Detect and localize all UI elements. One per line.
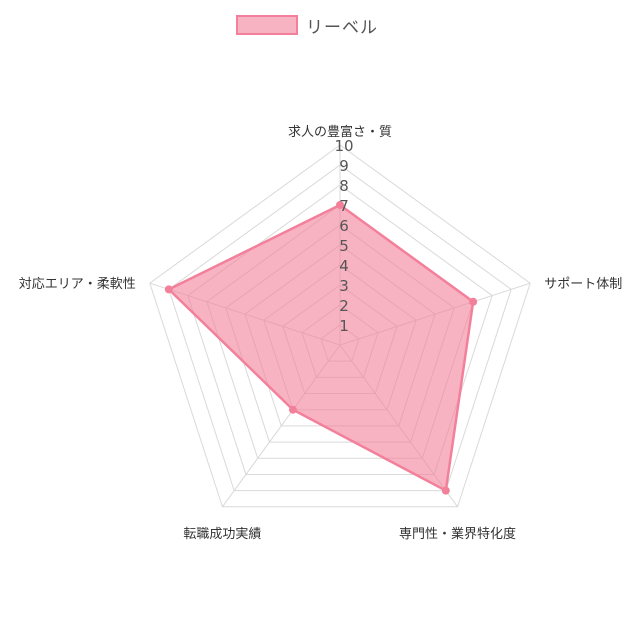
data-point-3 <box>441 486 450 495</box>
tick-label-4: 4 <box>339 257 349 275</box>
category-label-4: 転職成功実績 <box>183 526 261 542</box>
tick-label-7: 7 <box>339 197 349 215</box>
tick-label-5: 5 <box>339 237 349 255</box>
tick-label-2: 2 <box>339 297 349 315</box>
series-area-1 <box>166 203 475 493</box>
tick-label-3: 3 <box>339 277 349 295</box>
category-label-1: 求人の豊富さ・質 <box>288 124 392 140</box>
data-point-4 <box>288 405 297 414</box>
legend[interactable]: リーベル <box>236 12 378 38</box>
data-point-1 <box>336 201 344 209</box>
tick-label-9: 9 <box>339 157 349 175</box>
category-label-5: 対応エリア・柔軟性 <box>19 276 136 292</box>
data-point-5 <box>164 285 173 294</box>
tick-label-1: 1 <box>339 317 349 335</box>
tick-label-8: 8 <box>339 177 349 195</box>
category-label-2: サポート体制 <box>544 277 622 292</box>
data-point-2 <box>469 297 478 306</box>
tick-label-10: 10 <box>334 137 353 155</box>
category-label-3: 専門性・業界特化度 <box>399 526 516 542</box>
legend-swatch <box>236 15 298 35</box>
grid-ring-9 <box>168 164 512 492</box>
grid-ring-10 <box>149 144 531 508</box>
tick-label-6: 6 <box>339 217 349 235</box>
legend-label: リーベル <box>306 17 378 38</box>
